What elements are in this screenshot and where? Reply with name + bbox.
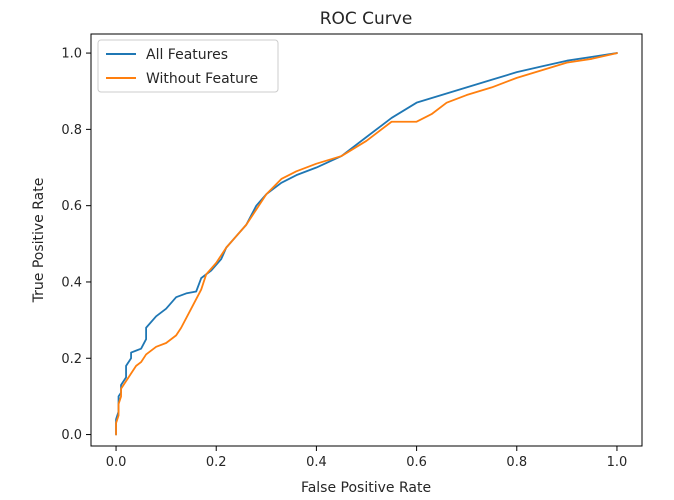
y-tick-label: 0.0 (61, 428, 82, 443)
axes-frame (90, 33, 643, 447)
y-tick-label: 0.8 (61, 123, 82, 138)
x-tick-label: 0.4 (306, 455, 327, 470)
y-tick-label: 1.0 (61, 47, 82, 62)
series-line-1 (115, 52, 618, 436)
x-tick-label: 0.2 (206, 455, 227, 470)
y-axis-label: True Positive Rate (31, 178, 47, 304)
legend-label-0: All Features (146, 47, 228, 63)
x-tick-label: 0.0 (106, 455, 127, 470)
x-tick-label: 0.6 (406, 455, 427, 470)
legend-box (97, 39, 279, 93)
chart-title: ROC Curve (320, 9, 413, 29)
x-tick-label: 0.8 (506, 455, 527, 470)
y-tick-label: 0.4 (61, 275, 82, 290)
legend-label-1: Without Feature (146, 71, 258, 87)
legend: All Features Without Feature (97, 39, 279, 93)
y-tick-label: 0.2 (61, 352, 82, 367)
y-tick-label: 0.6 (61, 199, 82, 214)
plot-area: 0.0 0.2 0.4 0.6 0.8 1.0 0.0 0.2 0.4 0.6 0.8 1.0 (61, 33, 643, 470)
x-tick-label: 1.0 (607, 455, 628, 470)
series-line-0 (115, 52, 618, 436)
x-axis-label: False Positive Rate (301, 480, 431, 496)
